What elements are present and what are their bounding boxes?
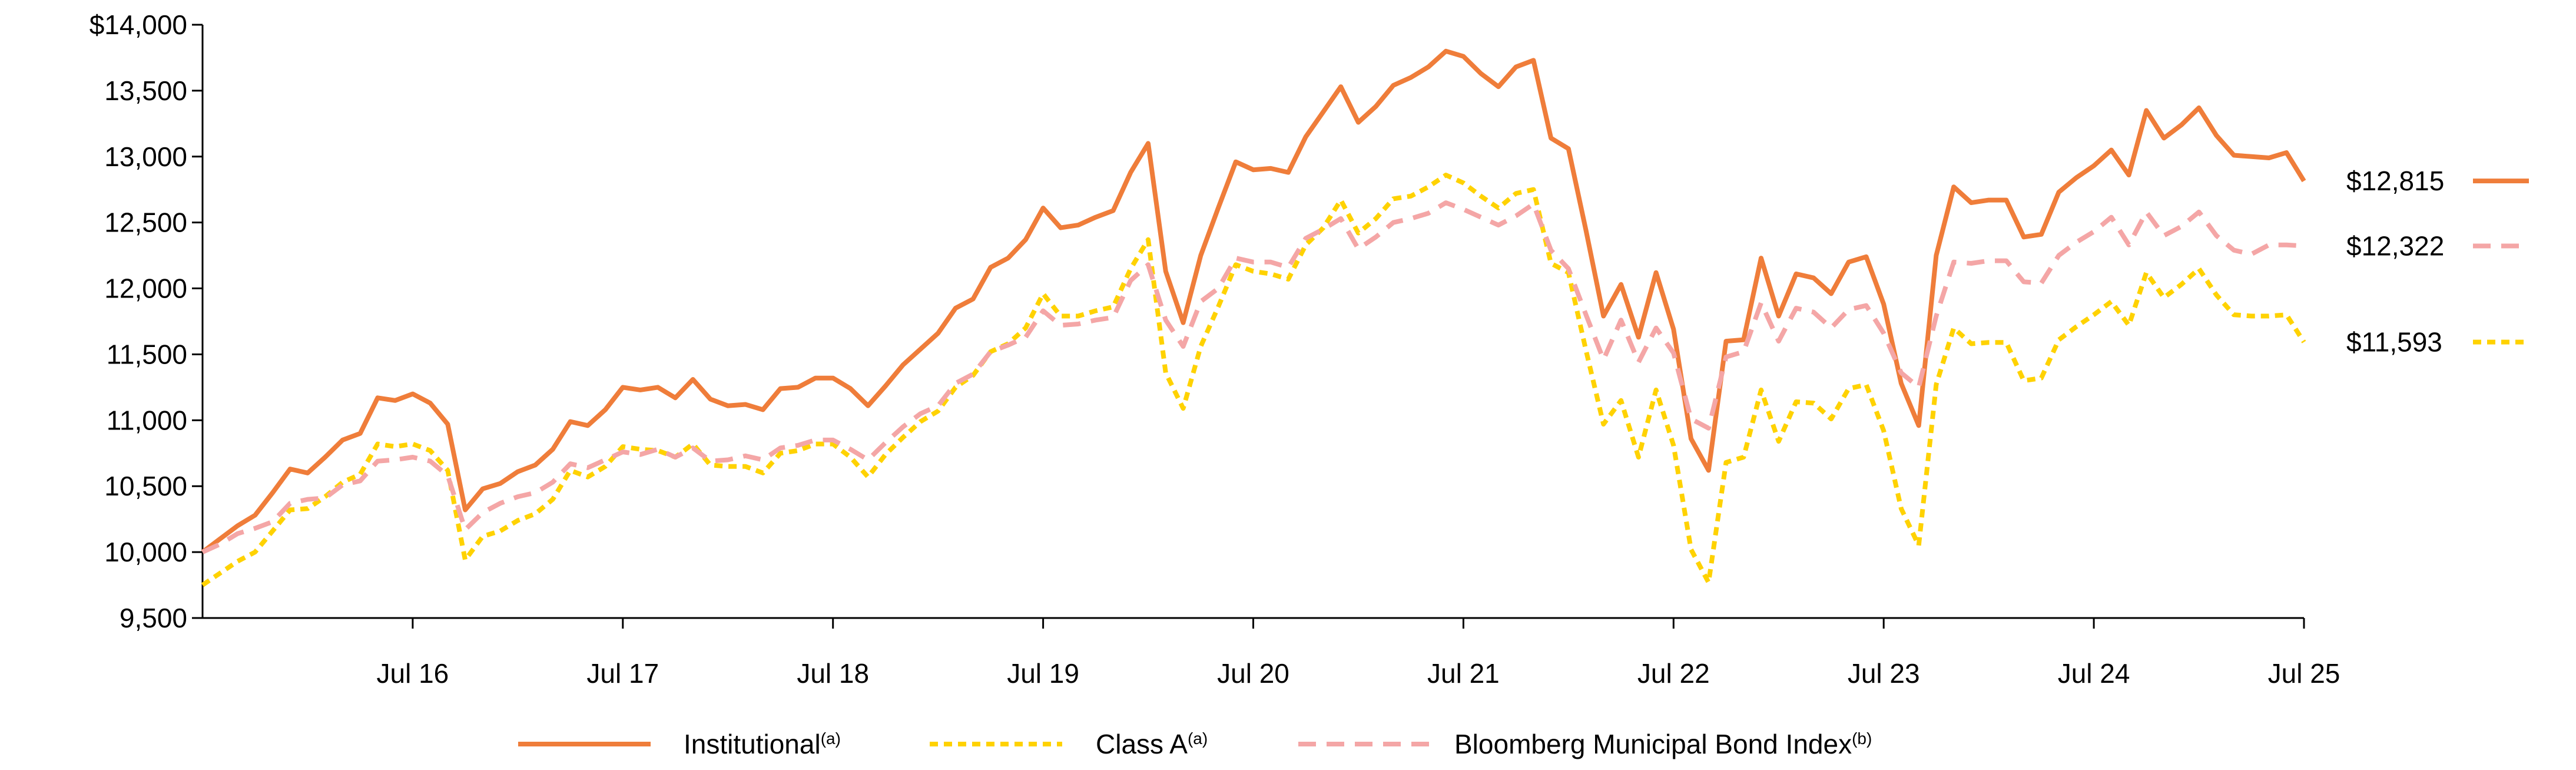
y-tick-label: $14,000 — [89, 9, 187, 40]
legend-label: Institutional(a) — [684, 729, 841, 759]
legend-name: Institutional — [684, 729, 821, 759]
y-tick-label: 13,000 — [104, 141, 187, 172]
legend-superscript: (b) — [1852, 729, 1872, 748]
legend-name: Bloomberg Municipal Bond Index — [1454, 729, 1852, 759]
x-tick-label: Jul 17 — [586, 658, 659, 689]
x-tick-label: Jul 20 — [1217, 658, 1289, 689]
end-value-label: $12,815 — [2346, 166, 2444, 196]
legend-superscript: (a) — [821, 729, 841, 748]
y-tick-label: 9,500 — [120, 603, 187, 633]
end-value-label: $12,322 — [2346, 230, 2444, 261]
x-tick-label: Jul 19 — [1007, 658, 1079, 689]
y-tick-label: 12,500 — [104, 207, 187, 238]
legend-label: Class A(a) — [1096, 729, 1208, 759]
series-line — [201, 48, 2306, 554]
x-tick-label: Jul 21 — [1427, 658, 1500, 689]
x-tick-label: Jul 16 — [377, 658, 449, 689]
y-tick-label: 10,000 — [104, 537, 187, 567]
legend-name: Class A — [1096, 729, 1188, 759]
y-tick-label: 10,500 — [104, 471, 187, 501]
x-tick-label: Jul 23 — [1848, 658, 1920, 689]
y-tick-label: 12,000 — [104, 273, 187, 304]
x-tick-label: Jul 18 — [797, 658, 869, 689]
series-line — [201, 173, 2306, 587]
x-tick-label: Jul 22 — [1637, 658, 1710, 689]
x-tick-label: Jul 25 — [2268, 658, 2340, 689]
x-tick-label: Jul 24 — [2058, 658, 2130, 689]
legend-label: Bloomberg Municipal Bond Index(b) — [1454, 729, 1872, 759]
y-tick-label: 11,000 — [107, 405, 187, 435]
end-value-label: $11,593 — [2346, 327, 2442, 358]
y-tick-label: 11,500 — [107, 339, 187, 369]
y-tick-label: 13,500 — [104, 75, 187, 106]
series-line — [201, 200, 2305, 554]
legend-superscript: (a) — [1188, 729, 1208, 748]
